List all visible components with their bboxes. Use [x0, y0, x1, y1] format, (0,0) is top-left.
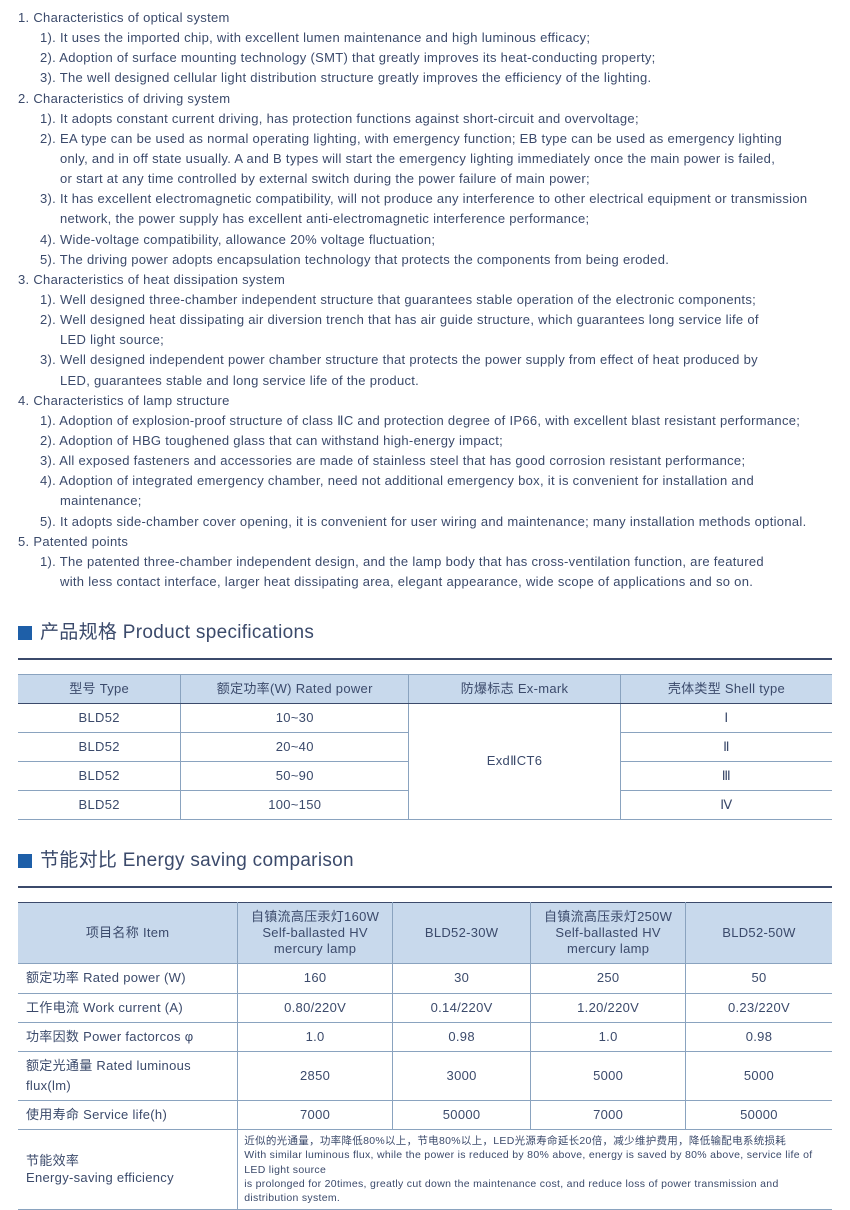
spec-table: 型号 Type 额定功率(W) Rated power 防爆标志 Ex-mark… — [18, 674, 832, 821]
s3-item: 3). Well designed independent power cham… — [40, 350, 832, 370]
s2-item-cont: network, the power supply has excellent … — [60, 209, 832, 229]
energy-table: 项目名称 Item 自镇流高压汞灯160WSelf-ballasted HVme… — [18, 902, 832, 1210]
energy-cell: 1.0 — [238, 1022, 393, 1051]
energy-cell: 1.0 — [531, 1022, 686, 1051]
s2-item: 4). Wide-voltage compatibility, allowanc… — [40, 230, 832, 250]
spec-cell: BLD52 — [18, 732, 181, 761]
s1-item: 1). It uses the imported chip, with exce… — [40, 28, 832, 48]
energy-th: 自镇流高压汞灯160WSelf-ballasted HVmercury lamp — [238, 902, 393, 964]
energy-cell: 1.20/220V — [531, 993, 686, 1022]
s5-item: 1). The patented three-chamber independe… — [40, 552, 832, 572]
energy-cell: 0.23/220V — [685, 993, 832, 1022]
table-row: 额定光通量 Rated luminous flux(lm) 2850 3000 … — [18, 1051, 832, 1100]
s4-item: 5). It adopts side-chamber cover opening… — [40, 512, 832, 532]
spec-cell: Ⅳ — [620, 791, 832, 820]
section-2-title: 2. Characteristics of driving system — [18, 89, 832, 109]
spec-cell: Ⅰ — [620, 703, 832, 732]
s2-item: 2). EA type can be used as normal operat… — [40, 129, 832, 149]
spec-th: 额定功率(W) Rated power — [181, 674, 409, 703]
spec-th: 型号 Type — [18, 674, 181, 703]
spec-th: 壳体类型 Shell type — [620, 674, 832, 703]
energy-label: 工作电流 Work current (A) — [18, 993, 238, 1022]
table-row: 使用寿命 Service life(h) 7000 50000 7000 500… — [18, 1101, 832, 1130]
energy-section-header: 节能对比 Energy saving comparison — [18, 846, 832, 875]
s3-item-cont: LED light source; — [60, 330, 832, 350]
table-row: 额定功率 Rated power (W) 160 30 250 50 — [18, 964, 832, 993]
spec-cell: 10~30 — [181, 703, 409, 732]
energy-cell: 50 — [685, 964, 832, 993]
spec-cell: BLD52 — [18, 703, 181, 732]
s2-item: 1). It adopts constant current driving, … — [40, 109, 832, 129]
energy-cell: 250 — [531, 964, 686, 993]
s4-item: 4). Adoption of integrated emergency cha… — [40, 471, 832, 491]
table-row: 功率因数 Power factorcos φ 1.0 0.98 1.0 0.98 — [18, 1022, 832, 1051]
energy-cell: 50000 — [685, 1101, 832, 1130]
square-bullet-icon — [18, 854, 32, 868]
energy-th: BLD52-30W — [392, 902, 530, 964]
energy-cell: 0.80/220V — [238, 993, 393, 1022]
spec-title-text: 产品规格 Product specifications — [40, 618, 314, 647]
s3-item: 1). Well designed three-chamber independ… — [40, 290, 832, 310]
square-bullet-icon — [18, 626, 32, 640]
s5-item-cont: with less contact interface, larger heat… — [60, 572, 832, 592]
s2-item-cont: or start at any time controlled by exter… — [60, 169, 832, 189]
energy-label: 使用寿命 Service life(h) — [18, 1101, 238, 1130]
energy-title-text: 节能对比 Energy saving comparison — [40, 846, 354, 875]
table-row: 节能效率Energy-saving efficiency 近似的光通量，功率降低… — [18, 1130, 832, 1210]
energy-cell: 5000 — [531, 1051, 686, 1100]
spec-cell: BLD52 — [18, 791, 181, 820]
table-row: BLD52 10~30 ExdⅡCT6 Ⅰ — [18, 703, 832, 732]
energy-th: 自镇流高压汞灯250WSelf-ballasted HVmercury lamp — [531, 902, 686, 964]
energy-cell: 7000 — [238, 1101, 393, 1130]
s4-item: 2). Adoption of HBG toughened glass that… — [40, 431, 832, 451]
s2-item: 5). The driving power adopts encapsulati… — [40, 250, 832, 270]
energy-cell: 3000 — [392, 1051, 530, 1100]
energy-eff-label: 节能效率Energy-saving efficiency — [18, 1130, 238, 1210]
spec-cell: Ⅲ — [620, 761, 832, 790]
spec-section-header: 产品规格 Product specifications — [18, 618, 832, 647]
energy-eff-note: 近似的光通量，功率降低80%以上，节电80%以上，LED光源寿命延长20倍，减少… — [238, 1130, 832, 1210]
spec-th: 防爆标志 Ex-mark — [409, 674, 621, 703]
section-1-title: 1. Characteristics of optical system — [18, 8, 832, 28]
energy-cell: 5000 — [685, 1051, 832, 1100]
energy-th: 项目名称 Item — [18, 902, 238, 964]
section-5-title: 5. Patented points — [18, 532, 832, 552]
energy-label: 额定功率 Rated power (W) — [18, 964, 238, 993]
energy-cell: 7000 — [531, 1101, 686, 1130]
section-4-title: 4. Characteristics of lamp structure — [18, 391, 832, 411]
energy-cell: 0.98 — [392, 1022, 530, 1051]
s1-item: 3). The well designed cellular light dis… — [40, 68, 832, 88]
spec-cell: BLD52 — [18, 761, 181, 790]
energy-label: 功率因数 Power factorcos φ — [18, 1022, 238, 1051]
spec-cell: 100~150 — [181, 791, 409, 820]
s3-item: 2). Well designed heat dissipating air d… — [40, 310, 832, 330]
s2-item-cont: only, and in off state usually. A and B … — [60, 149, 832, 169]
s3-item-cont: LED, guarantees stable and long service … — [60, 371, 832, 391]
spec-cell: Ⅱ — [620, 732, 832, 761]
energy-th: BLD52-50W — [685, 902, 832, 964]
spec-cell: 20~40 — [181, 732, 409, 761]
s4-item-cont: maintenance; — [60, 491, 832, 511]
divider — [18, 886, 832, 888]
s4-item: 3). All exposed fasteners and accessorie… — [40, 451, 832, 471]
characteristics-list: 1. Characteristics of optical system 1).… — [18, 8, 832, 592]
energy-cell: 0.98 — [685, 1022, 832, 1051]
energy-cell: 50000 — [392, 1101, 530, 1130]
s4-item: 1). Adoption of explosion-proof structur… — [40, 411, 832, 431]
s1-item: 2). Adoption of surface mounting technol… — [40, 48, 832, 68]
table-row: 工作电流 Work current (A) 0.80/220V 0.14/220… — [18, 993, 832, 1022]
spec-cell: 50~90 — [181, 761, 409, 790]
s2-item: 3). It has excellent electromagnetic com… — [40, 189, 832, 209]
spec-cell-exmark: ExdⅡCT6 — [409, 703, 621, 820]
divider — [18, 658, 832, 660]
energy-cell: 2850 — [238, 1051, 393, 1100]
energy-label: 额定光通量 Rated luminous flux(lm) — [18, 1051, 238, 1100]
section-3-title: 3. Characteristics of heat dissipation s… — [18, 270, 832, 290]
energy-cell: 0.14/220V — [392, 993, 530, 1022]
energy-cell: 160 — [238, 964, 393, 993]
energy-cell: 30 — [392, 964, 530, 993]
